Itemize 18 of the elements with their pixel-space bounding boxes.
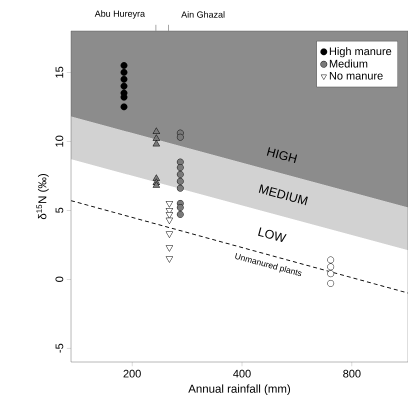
y-tick-label: -5 — [56, 344, 64, 353]
y-tick-label: 5 — [56, 208, 64, 213]
x-tick-label: 400 — [233, 370, 251, 378]
text: Ain Ghazal — [181, 11, 224, 18]
y-tick-label: 15 — [56, 66, 64, 78]
legend-label: High manure — [330, 47, 392, 58]
annotation: MEDIUM — [258, 184, 308, 206]
x-tick-label: 800 — [343, 370, 361, 378]
x-tick-label: 200 — [124, 370, 141, 378]
annotation: HIGH — [266, 147, 298, 164]
annotation: LOW — [258, 227, 287, 242]
text: Abu Hureyra — [94, 10, 146, 19]
y-tick-label: 0 — [56, 276, 64, 282]
legend-label: No manure — [330, 72, 383, 80]
y-axis-title: δ$^{15}$N (‰) — [36, 174, 49, 220]
x-axis-title: Annual rainfall (mm) — [188, 384, 290, 396]
y-tick-label: 10 — [56, 136, 64, 147]
legend-label: Medium — [330, 60, 368, 68]
